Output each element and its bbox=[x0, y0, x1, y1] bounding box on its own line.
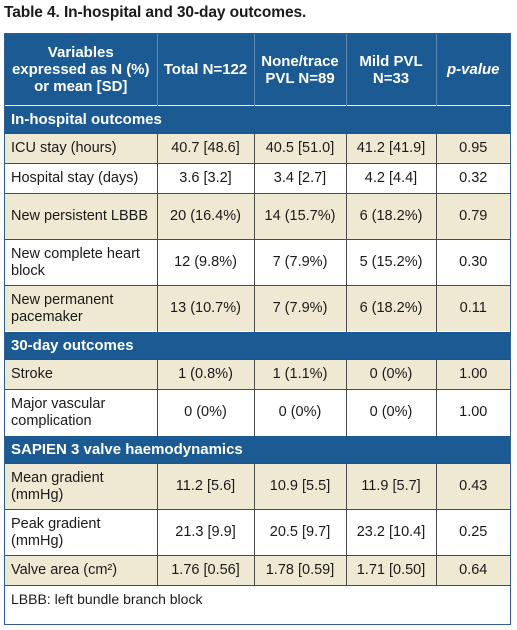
header-mild-pvl: Mild PVL N=33 bbox=[346, 34, 437, 106]
cell-none-trace: 10.9 [5.5] bbox=[254, 463, 347, 510]
cell-total: 13 (10.7%) bbox=[157, 285, 255, 332]
row-label: Valve area (cm²) bbox=[5, 555, 158, 586]
cell-total: 21.3 [9.9] bbox=[157, 509, 255, 556]
table-row: Major vascular complication 0 (0%) 0 (0%… bbox=[5, 389, 510, 436]
cell-p-value: 0.64 bbox=[436, 555, 510, 586]
table-row: ICU stay (hours) 40.7 [48.6] 40.5 [51.0]… bbox=[5, 133, 510, 164]
cell-p-value: 0.32 bbox=[436, 163, 510, 194]
cell-none-trace: 1.78 [0.59] bbox=[254, 555, 347, 586]
cell-p-value: 0.11 bbox=[436, 285, 510, 332]
section-title: SAPIEN 3 valve haemodynamics bbox=[5, 435, 510, 464]
cell-mild: 4.2 [4.4] bbox=[346, 163, 437, 194]
outcomes-table-container: Variables expressed as N (%) or mean [SD… bbox=[4, 33, 511, 625]
table-caption: Table 4. In-hospital and 30-day outcomes… bbox=[4, 4, 307, 21]
row-label: Mean gradient (mmHg) bbox=[5, 463, 158, 510]
cell-p-value: 0.79 bbox=[436, 193, 510, 240]
table-row: New permanent pacemaker 13 (10.7%) 7 (7.… bbox=[5, 285, 510, 332]
section-header-row: SAPIEN 3 valve haemodynamics bbox=[5, 435, 510, 464]
section-header-row: 30-day outcomes bbox=[5, 331, 510, 360]
table-header-row: Variables expressed as N (%) or mean [SD… bbox=[5, 34, 510, 106]
cell-none-trace: 7 (7.9%) bbox=[254, 285, 347, 332]
header-total: Total N=122 bbox=[157, 34, 255, 106]
table-row: Mean gradient (mmHg) 11.2 [5.6] 10.9 [5.… bbox=[5, 463, 510, 510]
row-label: Major vascular complication bbox=[5, 389, 158, 436]
cell-p-value: 1.00 bbox=[436, 359, 510, 390]
cell-p-value: 0.95 bbox=[436, 133, 510, 164]
footnote-row: LBBB: left bundle branch block bbox=[5, 585, 510, 613]
cell-total: 0 (0%) bbox=[157, 389, 255, 436]
row-label: ICU stay (hours) bbox=[5, 133, 158, 164]
section-title: In-hospital outcomes bbox=[5, 105, 510, 134]
cell-mild: 1.71 [0.50] bbox=[346, 555, 437, 586]
cell-p-value: 1.00 bbox=[436, 389, 510, 436]
cell-total: 40.7 [48.6] bbox=[157, 133, 255, 164]
table-row: New complete heart block 12 (9.8%) 7 (7.… bbox=[5, 239, 510, 286]
table-row: Peak gradient (mmHg) 21.3 [9.9] 20.5 [9.… bbox=[5, 509, 510, 556]
cell-mild: 0 (0%) bbox=[346, 359, 437, 390]
cell-total: 1 (0.8%) bbox=[157, 359, 255, 390]
cell-mild: 6 (18.2%) bbox=[346, 285, 437, 332]
cell-mild: 5 (15.2%) bbox=[346, 239, 437, 286]
cell-total: 11.2 [5.6] bbox=[157, 463, 255, 510]
cell-mild: 0 (0%) bbox=[346, 389, 437, 436]
footnote: LBBB: left bundle branch block bbox=[5, 585, 510, 613]
header-p-value: p-value bbox=[436, 34, 510, 106]
cell-mild: 41.2 [41.9] bbox=[346, 133, 437, 164]
cell-none-trace: 3.4 [2.7] bbox=[254, 163, 347, 194]
table-row: Stroke 1 (0.8%) 1 (1.1%) 0 (0%) 1.00 bbox=[5, 359, 510, 390]
outcomes-table: Variables expressed as N (%) or mean [SD… bbox=[5, 34, 510, 613]
cell-total: 20 (16.4%) bbox=[157, 193, 255, 240]
row-label: Peak gradient (mmHg) bbox=[5, 509, 158, 556]
cell-none-trace: 7 (7.9%) bbox=[254, 239, 347, 286]
header-variables: Variables expressed as N (%) or mean [SD… bbox=[5, 34, 158, 106]
table-row: Hospital stay (days) 3.6 [3.2] 3.4 [2.7]… bbox=[5, 163, 510, 194]
cell-mild: 23.2 [10.4] bbox=[346, 509, 437, 556]
cell-p-value: 0.43 bbox=[436, 463, 510, 510]
row-label: New permanent pacemaker bbox=[5, 285, 158, 332]
header-none-trace-pvl: None/trace PVL N=89 bbox=[254, 34, 347, 106]
table-row: Valve area (cm²) 1.76 [0.56] 1.78 [0.59]… bbox=[5, 555, 510, 586]
section-title: 30-day outcomes bbox=[5, 331, 510, 360]
row-label: Stroke bbox=[5, 359, 158, 390]
cell-none-trace: 14 (15.7%) bbox=[254, 193, 347, 240]
cell-total: 12 (9.8%) bbox=[157, 239, 255, 286]
cell-total: 3.6 [3.2] bbox=[157, 163, 255, 194]
cell-total: 1.76 [0.56] bbox=[157, 555, 255, 586]
cell-mild: 11.9 [5.7] bbox=[346, 463, 437, 510]
cell-none-trace: 20.5 [9.7] bbox=[254, 509, 347, 556]
row-label: New complete heart block bbox=[5, 239, 158, 286]
cell-none-trace: 40.5 [51.0] bbox=[254, 133, 347, 164]
row-label: New persistent LBBB bbox=[5, 193, 158, 240]
cell-none-trace: 1 (1.1%) bbox=[254, 359, 347, 390]
row-label: Hospital stay (days) bbox=[5, 163, 158, 194]
cell-p-value: 0.25 bbox=[436, 509, 510, 556]
cell-mild: 6 (18.2%) bbox=[346, 193, 437, 240]
cell-p-value: 0.30 bbox=[436, 239, 510, 286]
cell-none-trace: 0 (0%) bbox=[254, 389, 347, 436]
table-row: New persistent LBBB 20 (16.4%) 14 (15.7%… bbox=[5, 193, 510, 240]
section-header-row: In-hospital outcomes bbox=[5, 105, 510, 134]
